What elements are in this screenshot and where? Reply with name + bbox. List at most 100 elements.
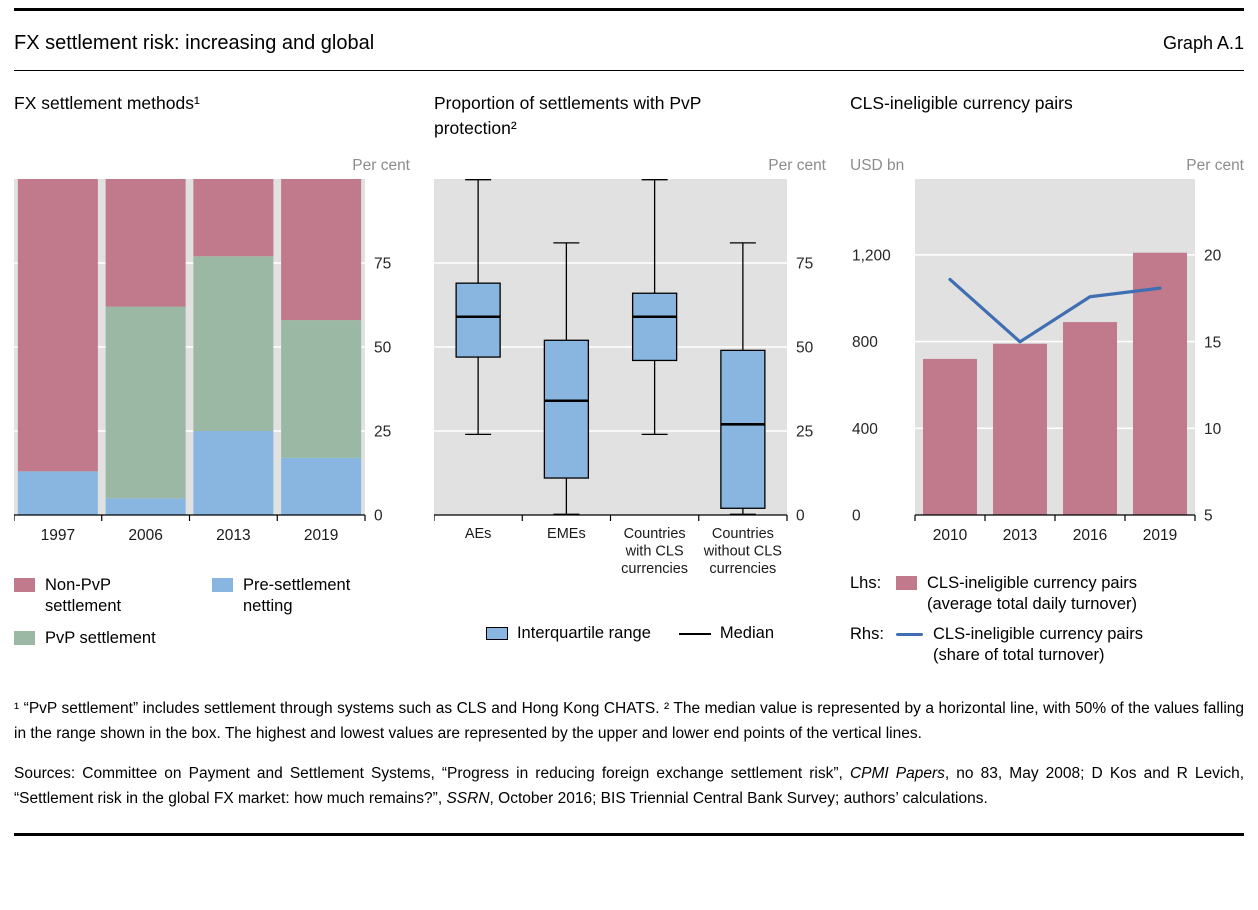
interquartile-box — [631, 292, 678, 362]
header: FX settlement risk: increasing and globa… — [14, 11, 1244, 70]
y-tick-label: 25 — [796, 424, 813, 441]
y-tick-label: 0 — [796, 508, 805, 525]
bar-segment-non-pvp-settlement — [17, 179, 98, 472]
panel-fx-settlement-methods: FX settlement methods¹ Per cent 0 25 50 75 1… — [14, 91, 410, 666]
category-label: 2010 — [933, 527, 968, 544]
category-label: Countries — [624, 526, 686, 542]
footnotes: ¹ “PvP settlement” includes settlement t… — [14, 700, 1244, 742]
graph-title: FX settlement risk: increasing and globa… — [14, 32, 375, 54]
interquartile-box — [455, 282, 501, 358]
legend-swatch-pvp-settlement — [14, 631, 35, 645]
source-title-italic: SSRN — [446, 790, 490, 807]
unit-row: Per cent — [434, 151, 826, 179]
category-label: 1997 — [41, 527, 75, 544]
legend-swatch-interquartile-box — [485, 627, 508, 640]
category-label: currencies — [621, 561, 688, 577]
y-tick-label-right: 5 — [1204, 508, 1213, 525]
source-text: , October 2016; BIS Triennial Central Ba… — [489, 790, 988, 807]
legend-item: Non-PvP settlement — [14, 575, 212, 617]
legend-column: Pre-settlement netting — [212, 575, 350, 649]
legend-fx-settlement-methods: Non-PvP settlement PvP settlement Pre-sett… — [14, 575, 410, 649]
panel-pvp-protection: Proportion of settlements with PvP prote… — [434, 91, 826, 666]
interquartile-box — [720, 349, 766, 509]
chart-cls-ineligible: 0 400 800 1,200 5 10 15 20 2010 2013 2016 2019 — [852, 179, 1222, 544]
category-label: currencies — [709, 561, 776, 577]
y-tick-label-right: 20 — [1204, 248, 1222, 265]
y-tick-label: 25 — [374, 424, 391, 441]
source-text: , no 83, May 2008; D Kos and R Levich, “… — [14, 765, 1244, 807]
y-tick-label: 75 — [796, 256, 813, 273]
source-title-italic: CPMI Papers — [849, 765, 945, 782]
category-label: with CLS — [625, 544, 684, 560]
y-tick-label: 50 — [796, 340, 814, 357]
category-label: 2016 — [1073, 527, 1107, 544]
legend-label: Interquartile range — [516, 624, 651, 642]
top-rule — [14, 8, 1244, 11]
legend-label: PvP settlement — [45, 629, 156, 647]
bar-segment-pvp-settlement — [105, 306, 186, 499]
category-label: 2019 — [304, 527, 338, 544]
legend-pvp-protection: Interquartile range Median — [434, 623, 826, 644]
bar-segment-pre-settlement-netting — [105, 498, 186, 515]
bar-segment-pre-settlement-netting — [193, 431, 274, 515]
panels-row: FX settlement methods¹ Per cent 0 25 50 75 1… — [14, 71, 1244, 666]
y-tick-label: 0 — [374, 508, 383, 525]
legend-row: Lhs: CLS-ineligible currency pairs (avera… — [850, 573, 1244, 615]
header-rule — [14, 70, 1244, 71]
bar-segment-non-pvp-settlement — [281, 179, 362, 321]
y-tick-label-left: 400 — [852, 421, 878, 438]
y-tick-label: 50 — [374, 340, 392, 357]
unit-row: USD bn Per cent — [850, 151, 1244, 179]
legend-item: Pre-settlement netting — [212, 575, 350, 617]
legend-label: Pre-settlement netting — [243, 576, 351, 615]
graph-number: Graph A.1 — [1162, 33, 1244, 53]
legend-column: Non-PvP settlement PvP settlement — [14, 575, 212, 649]
legend-item: Interquartile range — [485, 623, 651, 644]
legend-prefix: Rhs: — [850, 625, 884, 643]
bar-cls-ineligible-currency-pairs-average-total-daily-turnover- — [1063, 322, 1117, 515]
panel-cls-ineligible: CLS-ineligible currency pairs USD bn Per… — [850, 91, 1244, 666]
graph-page: FX settlement risk: increasing and globa… — [14, 8, 1244, 836]
bar-segment-pre-settlement-netting — [281, 457, 362, 515]
bar-segment-pvp-settlement — [281, 320, 362, 458]
legend-item: Median — [678, 623, 774, 644]
legend-swatch-line — [896, 633, 923, 636]
chart-fx-settlement-methods: 0 25 50 75 1997 2006 2013 2019 — [14, 179, 392, 544]
category-label: 2019 — [1143, 527, 1177, 544]
y-tick-label-right: 15 — [1204, 334, 1221, 351]
unit-row: Per cent — [14, 151, 410, 179]
legend-label: CLS-ineligible currency pairs (average t… — [927, 574, 1138, 613]
source-text: Sources: Committee on Payment and Settle… — [14, 765, 850, 782]
panel-title: Proportion of settlements with PvP prote… — [434, 93, 702, 138]
y-tick-label-right: 10 — [1204, 421, 1222, 438]
axis-unit-right: Per cent — [1186, 157, 1244, 174]
legend-item: PvP settlement — [14, 628, 212, 649]
panel-title: CLS-ineligible currency pairs — [850, 93, 1073, 113]
legend-swatch-pre-settlement-netting — [212, 578, 233, 592]
bar-cls-ineligible-currency-pairs-average-total-daily-turnover- — [1133, 252, 1187, 515]
category-label: 2013 — [216, 527, 250, 544]
legend-label: Non-PvP settlement — [45, 576, 122, 615]
axis-unit-right: Per cent — [352, 157, 410, 174]
legend-swatch-bar — [896, 576, 917, 590]
category-label: Countries — [712, 526, 774, 542]
legend-prefix: Lhs: — [850, 574, 882, 592]
y-tick-label: 75 — [374, 256, 391, 273]
category-label: 2006 — [128, 527, 162, 544]
line-cls-ineligible-currency-pairs-share-of-total-turnover- — [948, 277, 1162, 344]
sources: Sources: Committee on Payment and Settle… — [14, 761, 1244, 811]
legend-label: CLS-ineligible currency pairs (share of … — [933, 625, 1144, 664]
category-label: 2013 — [1003, 527, 1037, 544]
category-label: EMEs — [547, 526, 586, 542]
category-label: AEs — [465, 526, 492, 542]
legend-swatch-median-line — [678, 633, 711, 635]
legend-row: Rhs: CLS-ineligible currency pairs (share… — [850, 624, 1244, 666]
legend-swatch-non-pvp-settlement — [14, 578, 35, 592]
y-tick-label-left: 0 — [852, 508, 861, 525]
bottom-rule — [14, 833, 1244, 836]
y-tick-label-left: 1,200 — [852, 247, 891, 264]
bar-cls-ineligible-currency-pairs-average-total-daily-turnover- — [923, 358, 977, 515]
axis-unit-right: Per cent — [768, 157, 826, 174]
bar-segment-non-pvp-settlement — [193, 179, 274, 257]
